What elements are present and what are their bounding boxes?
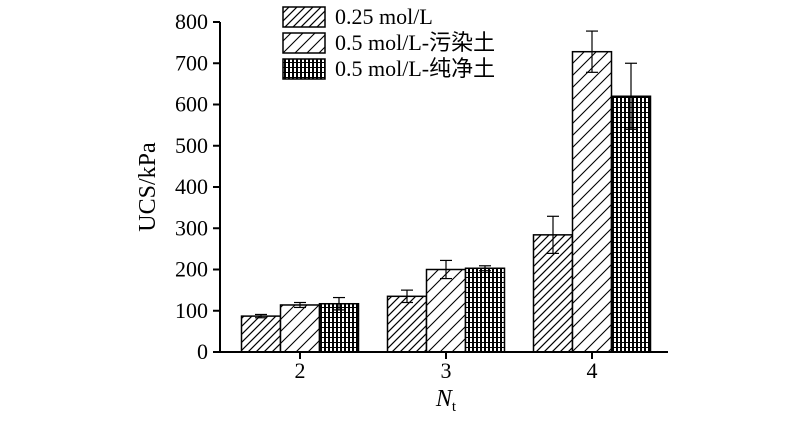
- y-tick-label: 700: [175, 50, 208, 75]
- legend-swatch: [282, 6, 326, 28]
- y-tick-label: 300: [175, 215, 208, 240]
- x-axis-title: Nt: [435, 386, 457, 415]
- legend-label: 0.25 mol/L: [335, 4, 433, 29]
- error-bar: [625, 62, 637, 130]
- legend-swatch: [282, 58, 326, 80]
- legend-label: 0.5 mol/L-污染土: [335, 30, 495, 55]
- error-bar: [586, 30, 598, 73]
- x-ticks: 2 3 4: [295, 352, 598, 383]
- y-ticks: 0 100 200 300 400 500 600 700 800: [175, 9, 220, 364]
- error-bar: [294, 301, 306, 309]
- error-bar: [479, 265, 491, 272]
- x-axis-title-sub: t: [452, 399, 457, 415]
- legend-label: 0.5 mol/L-纯净土: [335, 56, 495, 81]
- legend-item: 0.25 mol/L: [282, 4, 433, 29]
- error-bar: [440, 259, 452, 280]
- error-bar: [333, 296, 345, 311]
- bar: [386, 295, 428, 353]
- y-tick-label: 500: [175, 133, 208, 158]
- legend-swatch: [282, 32, 326, 54]
- error-bar: [255, 313, 267, 319]
- error-bar: [547, 215, 559, 255]
- bar: [610, 95, 652, 353]
- x-axis-title-main: N: [435, 386, 454, 412]
- legend-item: 0.5 mol/L-纯净土: [282, 56, 495, 81]
- x-tick-label: 4: [587, 358, 598, 383]
- bar: [464, 267, 506, 353]
- y-axis-title: UCS/kPa: [135, 142, 161, 232]
- y-tick-label: 800: [175, 9, 208, 34]
- x-tick-label: 3: [441, 358, 452, 383]
- y-tick-label: 200: [175, 257, 208, 282]
- legend-item: 0.5 mol/L-污染土: [282, 30, 495, 55]
- y-tick-label: 0: [197, 339, 208, 364]
- bar: [425, 268, 467, 353]
- y-tick-label: 600: [175, 92, 208, 117]
- bar: [318, 302, 360, 353]
- y-tick-label: 100: [175, 298, 208, 323]
- bar: [571, 50, 613, 353]
- bar: [240, 315, 282, 353]
- error-bar: [401, 289, 413, 304]
- error-bars-layer: [255, 30, 637, 319]
- y-tick-label: 400: [175, 174, 208, 199]
- x-tick-label: 2: [295, 358, 306, 383]
- bar: [279, 304, 321, 353]
